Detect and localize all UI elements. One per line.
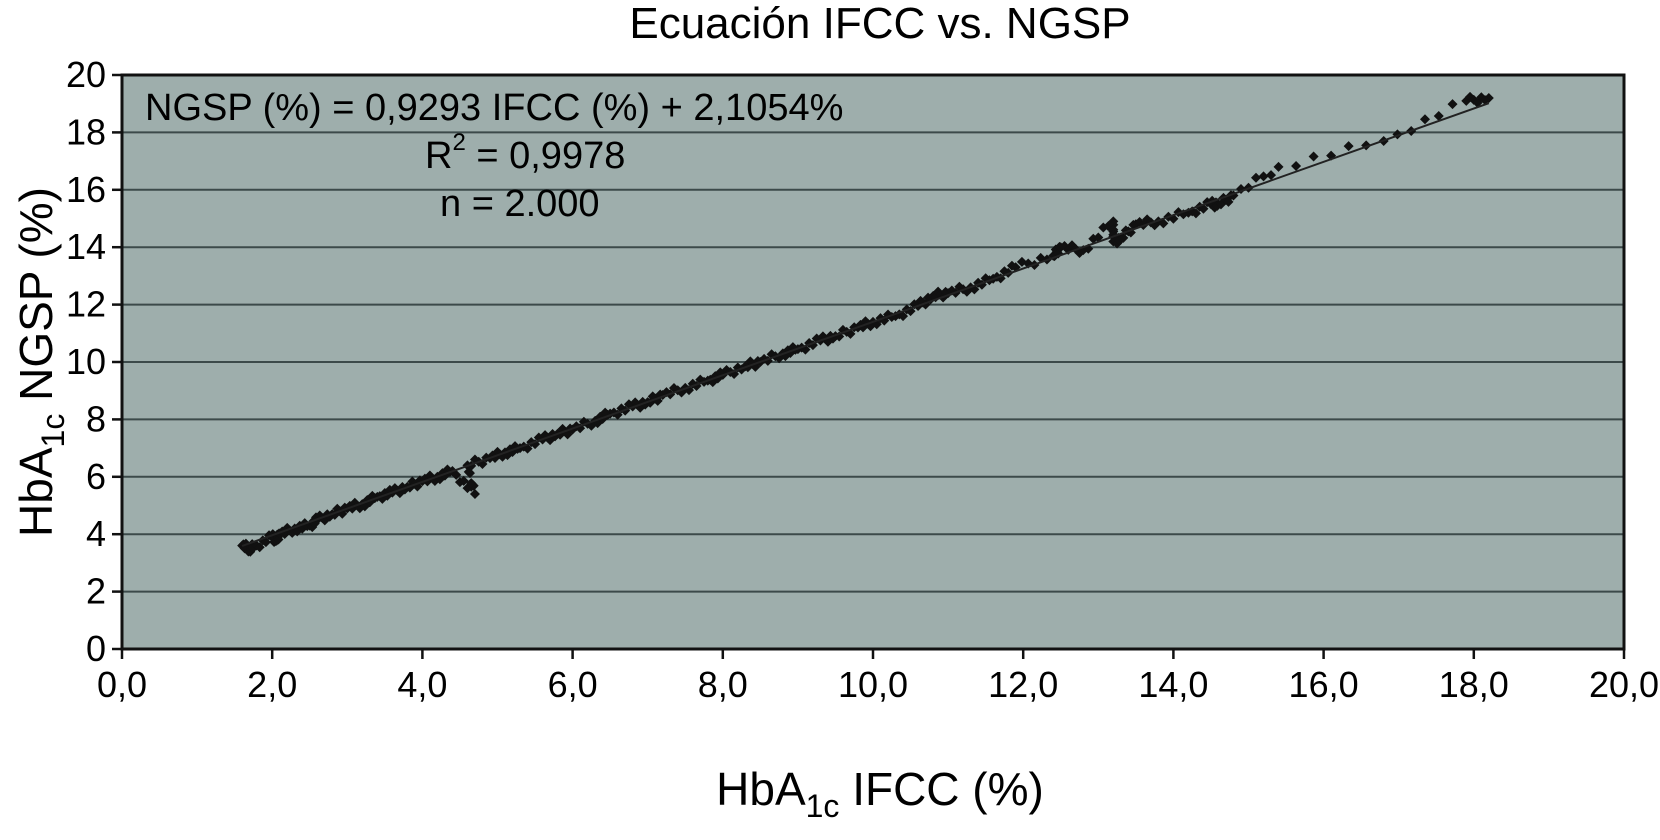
data-point: [469, 489, 480, 500]
data-point: [1158, 218, 1169, 229]
data-point: [1447, 99, 1458, 110]
data-point: [1291, 160, 1302, 171]
y-axis-label-suffix: NGSP (%): [10, 187, 62, 414]
data-point: [1190, 208, 1201, 219]
data-point: [1251, 172, 1262, 183]
x-axis-label: HbA1c IFCC (%): [716, 763, 1044, 824]
data-point: [1308, 151, 1319, 162]
data-point: [451, 469, 462, 480]
x-tick-label: 20,0: [1589, 664, 1659, 705]
x-tick-label: 4,0: [397, 664, 447, 705]
y-tick-label: 10: [66, 341, 106, 382]
x-axis: 0,0 2,0 4,0 6,0 8,0 10,0 12,0 14,0 16,0 18,0 20,0: [97, 649, 1659, 705]
grid-lines: [122, 131, 1624, 593]
x-tick-label: 18,0: [1439, 664, 1509, 705]
data-point: [1273, 161, 1284, 172]
y-axis-label-subscript: 1c: [35, 414, 71, 448]
data-point: [1118, 232, 1129, 243]
y-tick-label: 0: [86, 628, 106, 669]
y-tick-label: 20: [66, 54, 106, 95]
y-tick-label: 16: [66, 169, 106, 210]
n-annotation: n = 2.000: [440, 183, 600, 225]
r-squared-value: = 0,9978: [466, 135, 626, 177]
y-tick-label: 8: [86, 398, 106, 439]
y-tick-label: 18: [66, 111, 106, 152]
x-tick-label: 10,0: [838, 664, 908, 705]
y-axis-label-prefix: HbA: [10, 447, 62, 537]
y-tick-label: 12: [66, 284, 106, 325]
data-point: [1006, 260, 1017, 271]
x-tick-label: 16,0: [1289, 664, 1359, 705]
x-tick-label: 0,0: [97, 664, 147, 705]
x-axis-label-subscript: 1c: [806, 788, 840, 824]
data-point: [1266, 170, 1277, 181]
data-point: [1016, 256, 1027, 267]
y-tick-label: 4: [86, 513, 106, 554]
data-point: [458, 475, 469, 486]
data-point: [273, 534, 284, 545]
data-point: [1419, 114, 1430, 125]
equation-annotation: NGSP (%) = 0,9293 IFCC (%) + 2,1054%: [145, 87, 843, 129]
trendline: [241, 102, 1490, 547]
x-tick-label: 6,0: [548, 664, 598, 705]
r-squared-annotation: R2 = 0,9978: [425, 129, 625, 177]
y-tick-label: 14: [66, 226, 106, 267]
x-tick-label: 2,0: [247, 664, 297, 705]
data-point: [1343, 141, 1354, 152]
r-squared-superscript: 2: [452, 129, 465, 156]
data-point: [1258, 171, 1269, 182]
y-tick-label: 6: [86, 456, 106, 497]
y-axis-label: HbA1c NGSP (%): [10, 187, 71, 537]
data-point: [337, 508, 348, 519]
data-point: [466, 478, 477, 489]
x-tick-label: 12,0: [988, 664, 1058, 705]
data-point: [329, 509, 340, 520]
data-point: [898, 311, 909, 322]
x-tick-label: 14,0: [1138, 664, 1208, 705]
x-axis-label-prefix: HbA: [716, 763, 806, 815]
chart-title: Ecuación IFCC vs. NGSP: [629, 0, 1130, 48]
y-axis: 0 2 4 6 8 10 12 14 16 18 20: [66, 54, 122, 669]
r-squared-prefix: R: [425, 135, 452, 177]
x-axis-label-suffix: IFCC (%): [839, 763, 1043, 815]
x-tick-label: 8,0: [698, 664, 748, 705]
data-point: [1074, 248, 1085, 259]
y-tick-label: 2: [86, 571, 106, 612]
data-point: [1433, 110, 1444, 121]
